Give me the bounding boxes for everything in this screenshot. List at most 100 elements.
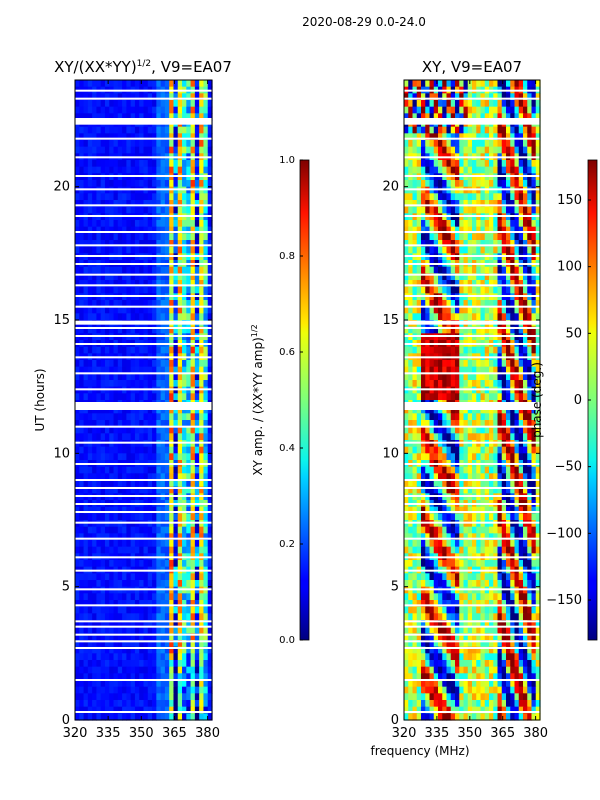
- heatmap-cell: [207, 453, 213, 461]
- heatmap-cell: [535, 93, 541, 101]
- heatmap-cell: [139, 273, 145, 281]
- left-x-axis: 320 335 350 365 380: [63, 80, 220, 741]
- heatmap-cell: [404, 246, 409, 254]
- heatmap-cell: [173, 560, 179, 568]
- heatmap-cell: [476, 366, 482, 374]
- heatmap-cell: [463, 380, 469, 388]
- heatmap-cell: [160, 426, 166, 434]
- heatmap-cell: [164, 606, 170, 614]
- heatmap-cell: [96, 420, 102, 428]
- heatmap-cell: [177, 600, 183, 608]
- heatmap-cell: [75, 273, 80, 281]
- heatmap-cell: [203, 273, 209, 281]
- heatmap-cell: [156, 220, 162, 228]
- heatmap-cell: [416, 133, 422, 141]
- heatmap-cell: [463, 206, 469, 214]
- heatmap-cell: [199, 593, 205, 601]
- heatmap-cell: [199, 433, 205, 441]
- heatmap-cell: [134, 206, 140, 214]
- heatmap-cell: [160, 373, 166, 381]
- heatmap-cell: [126, 513, 132, 521]
- heatmap-cell: [182, 126, 187, 134]
- heatmap-cell: [113, 620, 119, 628]
- heatmap-cell: [147, 193, 153, 201]
- heatmap-cell: [510, 93, 516, 101]
- heatmap-cell: [156, 126, 162, 134]
- heatmap-cell: [109, 406, 115, 414]
- heatmap-cell: [92, 160, 98, 168]
- heatmap-cell: [143, 106, 149, 114]
- heatmap-cell: [421, 126, 426, 134]
- heatmap-cell: [109, 593, 115, 601]
- heatmap-cell: [160, 393, 166, 401]
- heatmap-cell: [527, 433, 533, 441]
- heatmap-cell: [186, 233, 192, 241]
- heatmap-cell: [199, 380, 205, 388]
- heatmap-cell: [96, 606, 102, 614]
- heatmap-cell: [433, 193, 439, 201]
- heatmap-cell: [489, 193, 494, 201]
- heatmap-cell: [100, 513, 106, 521]
- heatmap-cell: [472, 206, 477, 214]
- heatmap-cell: [117, 533, 123, 541]
- heatmap-cell: [455, 286, 460, 294]
- heatmap-cell: [173, 193, 179, 201]
- heatmap-cell: [169, 680, 175, 688]
- heatmap-cell: [87, 266, 93, 274]
- heatmap-cell: [169, 666, 175, 674]
- heatmap-cell: [455, 300, 460, 308]
- heatmap-cell: [109, 300, 115, 308]
- heatmap-cell: [117, 660, 123, 668]
- heatmap-cell: [523, 426, 528, 434]
- heatmap-cell: [190, 706, 196, 714]
- heatmap-cell: [186, 413, 192, 421]
- heatmap-cell: [126, 413, 132, 421]
- heatmap-cell: [152, 420, 157, 428]
- heatmap-cell: [122, 693, 127, 701]
- heatmap-cell: [79, 146, 85, 154]
- heatmap-cell: [164, 613, 170, 621]
- heatmap-cell: [467, 373, 473, 381]
- heatmap-cell: [75, 593, 80, 601]
- heatmap-cell: [113, 106, 119, 114]
- heatmap-cell: [169, 433, 175, 441]
- heatmap-cell: [126, 426, 132, 434]
- heatmap-cell: [455, 366, 460, 374]
- heatmap-cell: [203, 366, 209, 374]
- heatmap-cell: [535, 373, 541, 381]
- heatmap-cell: [92, 426, 98, 434]
- heatmap-cell: [535, 380, 541, 388]
- heatmap-cell: [190, 646, 196, 654]
- heatmap-cell: [442, 266, 448, 274]
- heatmap-cell: [104, 80, 110, 88]
- heatmap-cell: [493, 326, 499, 334]
- heatmap-cell: [147, 393, 153, 401]
- heatmap-cell: [173, 113, 179, 121]
- heatmap-cell: [130, 606, 136, 614]
- heatmap-cell: [446, 133, 452, 141]
- heatmap-cell: [152, 406, 157, 414]
- heatmap-cell: [100, 93, 106, 101]
- heatmap-cell: [177, 200, 183, 208]
- heatmap-cell: [139, 573, 145, 581]
- heatmap-cell: [523, 446, 528, 454]
- heatmap-cell: [177, 513, 183, 521]
- heatmap-cell: [455, 280, 460, 288]
- heatmap-cell: [134, 406, 140, 414]
- heatmap-cell: [143, 560, 149, 568]
- heatmap-cell: [182, 640, 187, 648]
- heatmap-cell: [442, 286, 448, 294]
- heatmap-cell: [203, 266, 209, 274]
- left-title-tail: , V9=EA07: [151, 58, 232, 76]
- heatmap-cell: [467, 93, 473, 101]
- heatmap-cell: [160, 240, 166, 248]
- heatmap-cell: [199, 573, 205, 581]
- heatmap-cell: [421, 406, 426, 414]
- heatmap-cell: [506, 233, 511, 241]
- heatmap-cell: [113, 133, 119, 141]
- heatmap-cell: [122, 426, 127, 434]
- heatmap-cell: [207, 413, 213, 421]
- heatmap-cell: [87, 140, 93, 148]
- heatmap-cell: [463, 313, 469, 321]
- heatmap-cell: [416, 300, 422, 308]
